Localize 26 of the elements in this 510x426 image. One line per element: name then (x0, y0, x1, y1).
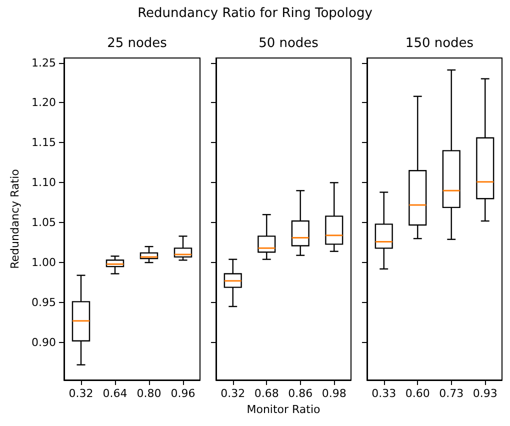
y-tick-label: 0.95 (32, 296, 56, 309)
x-tick-label: 0.73 (439, 387, 464, 400)
y-tick-label: 0.90 (32, 336, 56, 349)
x-tick-label: 0.32 (220, 387, 246, 400)
x-tick-label: 0.93 (472, 387, 498, 400)
y-tick-label: 1.05 (32, 216, 56, 230)
y-axis-title: Redundancy Ratio (8, 168, 22, 269)
chart-title: 25 nodes (107, 36, 168, 51)
x-tick-label: 0.33 (372, 387, 396, 400)
chart-title: 150 nodes (405, 36, 474, 51)
x-tick-label: 0.86 (288, 387, 313, 400)
y-tick-label: 1.25 (32, 56, 56, 70)
x-tick-label: 0.80 (136, 387, 162, 400)
y-tick-label: 1.10 (32, 176, 56, 190)
y-tick-label: 1.20 (32, 96, 56, 110)
x-tick-label: 0.32 (68, 387, 94, 400)
x-tick-label: 0.60 (405, 387, 430, 400)
x-tick-label: 0.64 (102, 387, 128, 400)
x-tick-label: 0.68 (254, 387, 279, 400)
x-tick-label: 0.98 (322, 387, 346, 400)
chart-title: 50 nodes (258, 36, 319, 51)
text: Redundancy Ratio for Ring Topology (138, 6, 372, 21)
y-tick-label: 1.00 (32, 256, 56, 270)
y-tick-label: 1.15 (32, 136, 56, 150)
x-tick-label: 0.96 (170, 387, 196, 400)
x-axis-title: Monitor Ratio (246, 403, 321, 416)
